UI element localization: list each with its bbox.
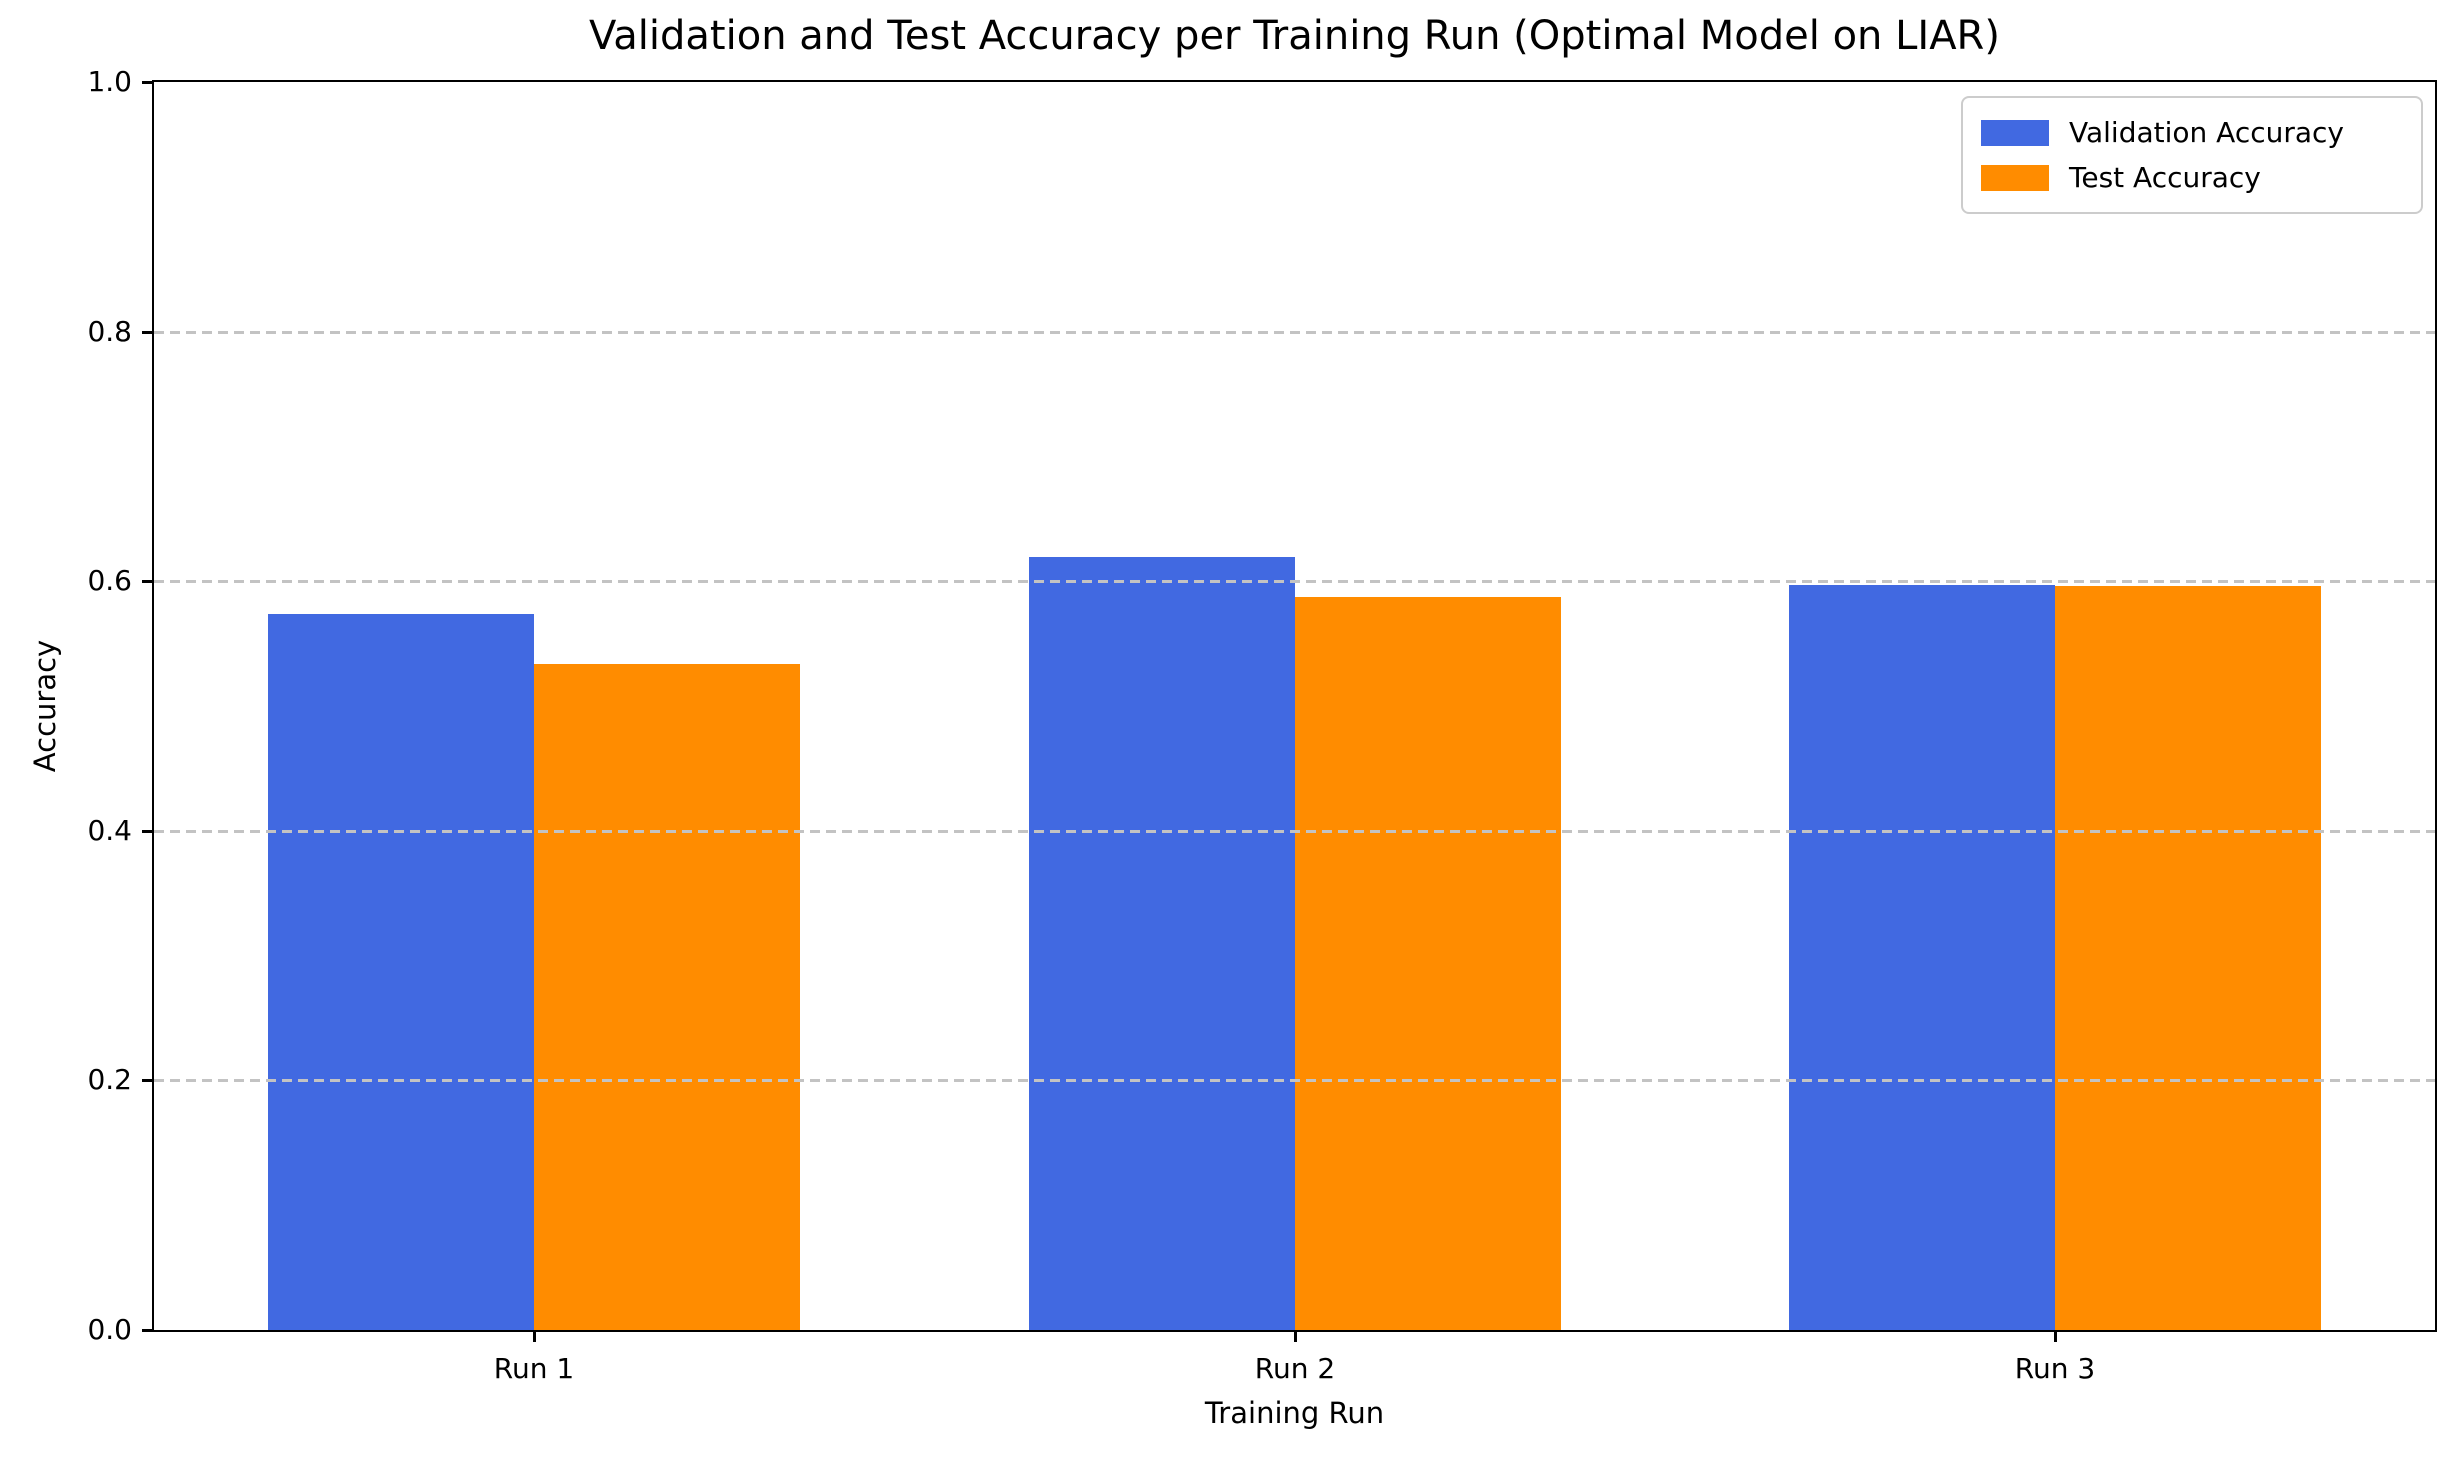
- y-tick-mark-0.8: [142, 330, 152, 334]
- y-tick-mark-0.6: [142, 580, 152, 584]
- y-tick-mark-0.4: [142, 829, 152, 833]
- y-tick-label-0.6: 0.6: [87, 564, 132, 598]
- legend-swatch-test-accuracy: [1981, 164, 2049, 191]
- x-axis-label: Training Run: [1204, 1396, 1385, 1430]
- y-tick-label-0.2: 0.2: [87, 1063, 132, 1097]
- bar-validation-accuracy-run-1: [268, 614, 534, 1330]
- x-tick-label-run-2: Run 2: [1254, 1352, 1336, 1385]
- gridline-y-0.4: [154, 829, 2435, 833]
- legend-swatch-validation-accuracy: [1981, 119, 2049, 146]
- y-tick-mark-1.0: [142, 81, 152, 84]
- gridline-y-0.6: [154, 580, 2435, 584]
- y-tick-label-0.4: 0.4: [87, 813, 132, 847]
- gridline-y-0.8: [154, 330, 2435, 334]
- bar-validation-accuracy-run-3: [1789, 585, 2055, 1330]
- x-tick-mark-run-2: [1294, 1332, 1297, 1342]
- bar-test-accuracy-run-1: [534, 664, 800, 1330]
- legend-label-validation-accuracy: Validation Accuracy: [2069, 116, 2344, 149]
- x-tick-mark-run-3: [2054, 1332, 2057, 1342]
- bar-validation-accuracy-run-2: [1029, 557, 1295, 1330]
- y-tick-label-0.8: 0.8: [87, 314, 132, 348]
- y-axis-label: Accuracy: [28, 639, 62, 773]
- y-tick-label-0.0: 0.0: [87, 1313, 132, 1346]
- legend-row: Validation Accuracy: [1981, 110, 2403, 155]
- bar-test-accuracy-run-2: [1295, 597, 1561, 1330]
- legend: Validation Accuracy Test Accuracy: [1961, 96, 2423, 214]
- y-tick-mark-0.0: [142, 1329, 152, 1332]
- y-tick-mark-0.2: [142, 1079, 152, 1083]
- plot-area: Validation Accuracy Test Accuracy: [152, 80, 2437, 1332]
- x-tick-label-run-1: Run 1: [493, 1352, 575, 1385]
- chart-title: Validation and Test Accuracy per Trainin…: [589, 13, 2000, 59]
- x-tick-mark-run-1: [533, 1332, 536, 1342]
- y-tick-label-1.0: 1.0: [87, 65, 132, 98]
- legend-row: Test Accuracy: [1981, 155, 2403, 200]
- bar-test-accuracy-run-3: [2055, 586, 2321, 1330]
- legend-label-test-accuracy: Test Accuracy: [2069, 161, 2261, 194]
- x-tick-label-run-3: Run 3: [2014, 1352, 2096, 1385]
- gridline-y-0.2: [154, 1079, 2435, 1083]
